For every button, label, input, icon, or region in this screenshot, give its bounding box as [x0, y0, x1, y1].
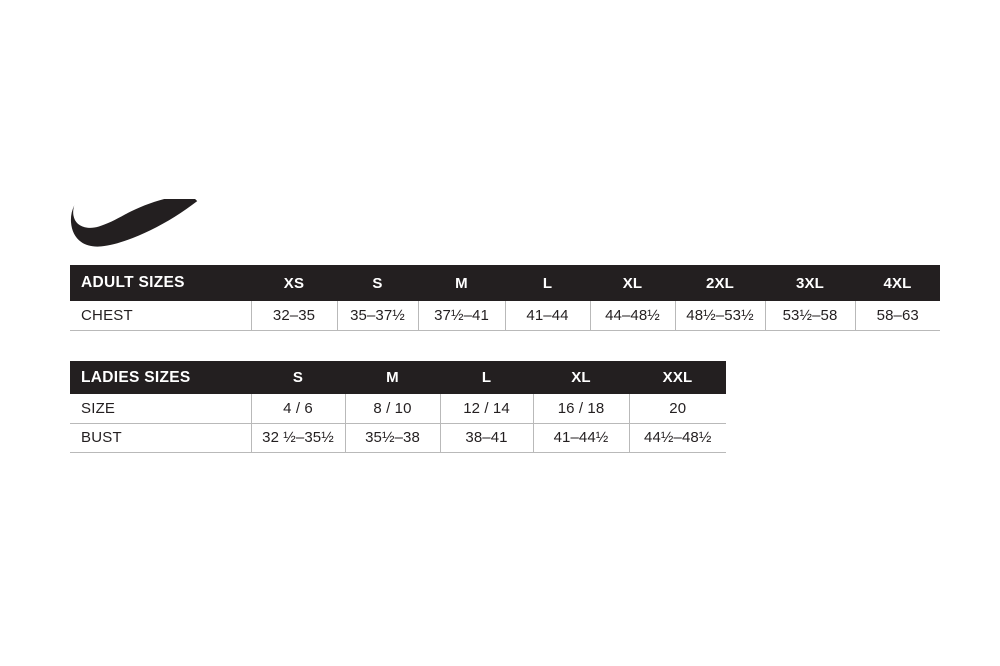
adult-size-header-4xl: 4XL — [855, 265, 940, 301]
adult-chest-4xl: 58–63 — [855, 301, 940, 331]
adult-table-header-row: ADULT SIZES XS S M L XL 2XL 3XL 4XL — [70, 265, 940, 301]
ladies-size-header-s: S — [251, 361, 345, 394]
adult-chest-xs: 32–35 — [251, 301, 338, 331]
ladies-size-l: 12 / 14 — [440, 394, 534, 424]
adult-chest-s: 35–37½ — [337, 301, 419, 331]
ladies-bust-s: 32 ½–35½ — [251, 423, 346, 453]
adult-chest-2xl: 48½–53½ — [675, 301, 766, 331]
ladies-table-title: LADIES SIZES — [70, 361, 251, 394]
adult-chest-xl: 44–48½ — [590, 301, 676, 331]
ladies-sizes-table: LADIES SIZES S M L XL XXL SIZE 4 / 6 8 /… — [70, 361, 726, 453]
adult-size-header-3xl: 3XL — [765, 265, 855, 301]
ladies-table-header-row: LADIES SIZES S M L XL XXL — [70, 361, 726, 394]
adult-sizes-table: ADULT SIZES XS S M L XL 2XL 3XL 4XL CHES… — [70, 265, 940, 331]
adult-table-title: ADULT SIZES — [70, 265, 251, 301]
ladies-size-header-xxl: XXL — [629, 361, 726, 394]
adult-size-header-m: M — [418, 265, 505, 301]
table-row: SIZE 4 / 6 8 / 10 12 / 14 16 / 18 20 — [70, 394, 726, 424]
adult-size-header-s: S — [337, 265, 418, 301]
adult-size-header-2xl: 2XL — [675, 265, 765, 301]
ladies-bust-l: 38–41 — [440, 423, 534, 453]
ladies-size-header-l: L — [440, 361, 533, 394]
adult-chest-m: 37½–41 — [418, 301, 506, 331]
adult-size-header-l: L — [505, 265, 590, 301]
adult-row-label-chest: CHEST — [70, 301, 252, 331]
ladies-size-s: 4 / 6 — [251, 394, 346, 424]
ladies-bust-xl: 41–44½ — [533, 423, 630, 453]
ladies-row-label-bust: BUST — [70, 423, 252, 453]
table-row: BUST 32 ½–35½ 35½–38 38–41 41–44½ 44½–48… — [70, 423, 726, 453]
ladies-bust-xxl: 44½–48½ — [629, 423, 726, 453]
adult-chest-3xl: 53½–58 — [765, 301, 856, 331]
adult-chest-l: 41–44 — [505, 301, 591, 331]
ladies-size-xl: 16 / 18 — [533, 394, 630, 424]
adult-size-header-xl: XL — [590, 265, 675, 301]
ladies-size-m: 8 / 10 — [345, 394, 441, 424]
ladies-size-xxl: 20 — [629, 394, 726, 424]
ladies-row-label-size: SIZE — [70, 394, 252, 424]
adult-size-header-xs: XS — [251, 265, 337, 301]
ladies-size-header-m: M — [345, 361, 440, 394]
nike-swoosh-logo — [70, 199, 198, 247]
ladies-bust-m: 35½–38 — [345, 423, 441, 453]
ladies-size-header-xl: XL — [533, 361, 629, 394]
table-row: CHEST 32–35 35–37½ 37½–41 41–44 44–48½ 4… — [70, 301, 940, 331]
